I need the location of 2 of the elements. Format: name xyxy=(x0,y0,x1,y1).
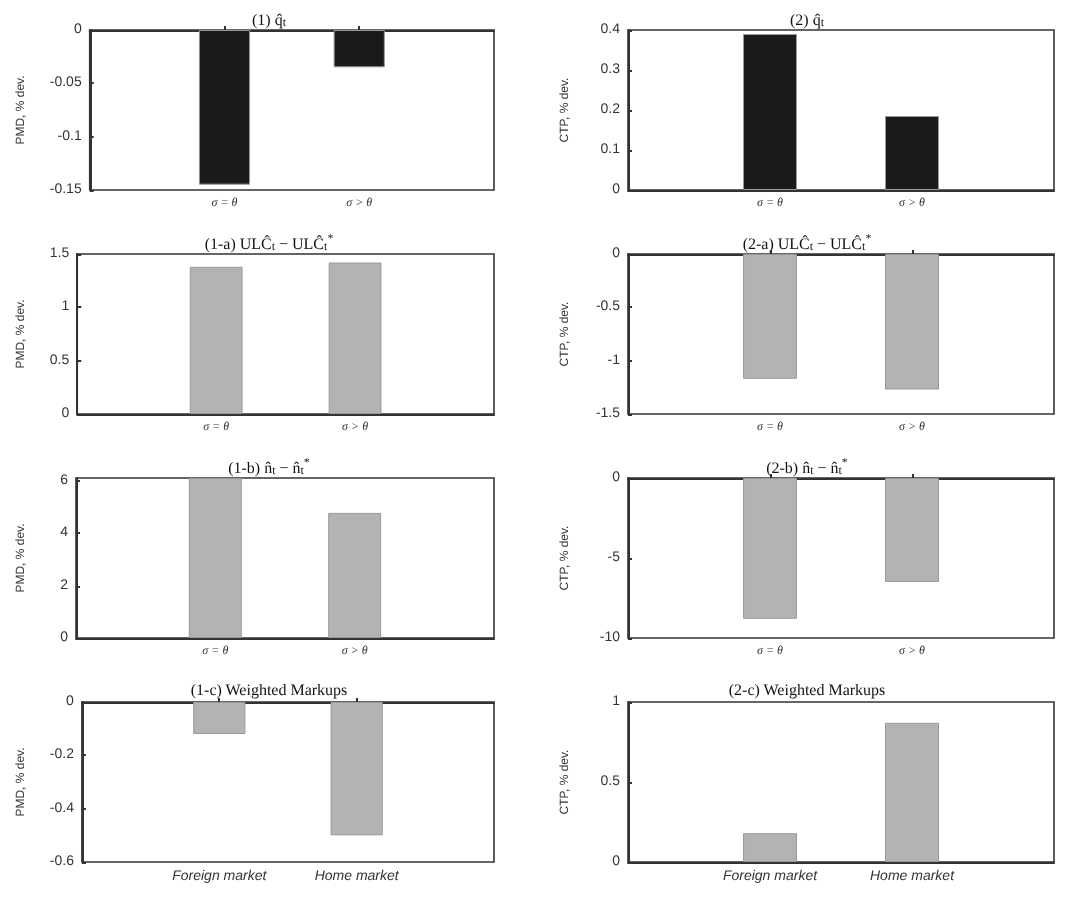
chart-title: (1-c) Weighted Markups xyxy=(190,681,348,699)
chart-title: (2-c) Weighted Markups xyxy=(728,681,886,699)
